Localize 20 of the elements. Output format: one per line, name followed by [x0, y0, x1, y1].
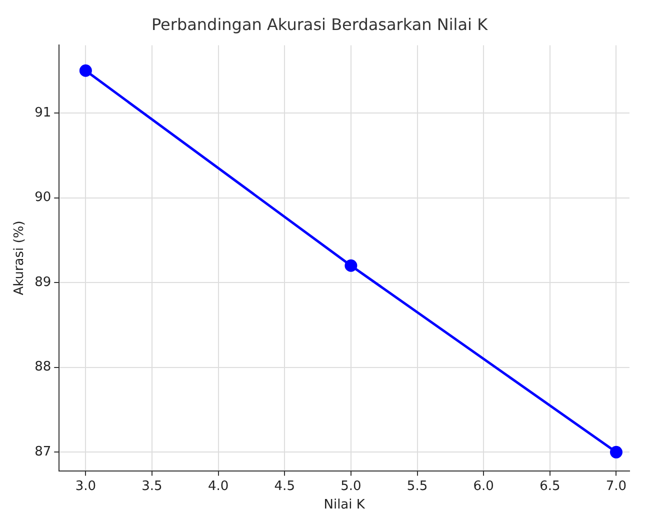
y-tick-label: 89: [34, 274, 52, 290]
point: [79, 64, 92, 77]
y-tick-label: 90: [34, 190, 52, 206]
x-tick-label: 4.5: [274, 478, 295, 494]
x-tick-label: 5.0: [340, 478, 362, 494]
x-tick-label: 3.0: [75, 478, 96, 494]
x-tick-label: 3.5: [142, 478, 162, 494]
point: [610, 446, 622, 458]
x-tick-label: 4.0: [208, 478, 229, 494]
y-tick-label: 87: [34, 444, 52, 460]
x-tick-label: 5.5: [406, 478, 428, 494]
point: [344, 259, 358, 272]
x-axis-title: Nilai K: [324, 498, 366, 513]
x-tick-label: 6.0: [473, 478, 494, 494]
x-tick-label: 6.5: [540, 478, 560, 494]
y-tick-label: 91: [34, 105, 52, 120]
x-tick-label: 7.0: [606, 478, 627, 494]
y-axis-title: Akurasi (%): [12, 220, 28, 296]
chart-title: Perbandingan Akurasi Berdasarkan Nilai K: [151, 14, 488, 34]
y-tick-label: 88: [34, 360, 52, 375]
